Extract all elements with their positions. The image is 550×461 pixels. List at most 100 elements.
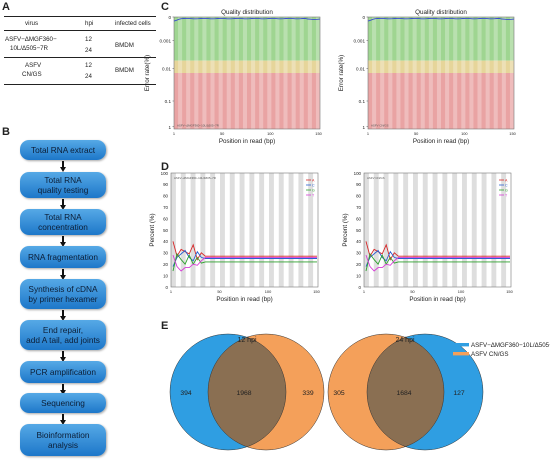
base-plot-1-ytick-4: 40 xyxy=(163,239,168,244)
quality-plot-2-stripe xyxy=(477,17,482,129)
quality-plot-1-stripe xyxy=(267,17,272,129)
base-plot-2-ytick-7: 70 xyxy=(356,205,361,210)
table-header-rule xyxy=(4,30,156,31)
base-plot-2-stripe xyxy=(491,173,497,287)
table-bottom-rule xyxy=(4,84,156,85)
base-plot-1-ytick-10: 100 xyxy=(161,171,169,176)
quality-plot-2-xtick-0: 1 xyxy=(367,131,369,136)
venn-24hpi-both: 1684 xyxy=(396,390,411,397)
venn-legend-swatch-1 xyxy=(453,352,469,356)
base-plot-2-ytick-10: 100 xyxy=(354,171,362,176)
base-plot-2-series-T xyxy=(365,254,510,272)
quality-plot-2-stripe xyxy=(372,17,377,129)
quality-plot-1-stripe xyxy=(283,17,288,129)
base-plot-1-stripe xyxy=(259,173,265,287)
base-plot-2-ytick-1: 10 xyxy=(356,273,361,278)
base-plot-2-ylabel: Percent (%) xyxy=(342,213,349,246)
flow-step-1: Total RNA extract xyxy=(20,140,106,160)
quality-plot-2-stripe xyxy=(428,17,433,129)
base-plot-1-stripe xyxy=(220,173,225,287)
flow-arrow-7 xyxy=(60,384,66,395)
base-plot-1-corner-label: ASFV−ΔMGF360−10L/Δ505−7R xyxy=(174,176,216,180)
table-row1-hpi-2: 24 xyxy=(85,47,92,54)
quality-plot-1-stripe xyxy=(251,17,256,129)
flow-step-5: Synthesis of cDNA by primer hexamer xyxy=(20,279,106,309)
base-plot-2-legend-label-G: G xyxy=(505,189,508,193)
quality-plot-1-ytick-1: 0.001 xyxy=(160,39,172,44)
venn-12hpi-outline-b xyxy=(207,333,325,451)
base-plot-2-xtick-1: 50 xyxy=(410,289,415,294)
table-row2-virus-line2: CN/GS xyxy=(22,71,42,78)
base-plot-1-ytick-7: 70 xyxy=(163,205,168,210)
base-plot-1-stripe xyxy=(278,173,284,287)
quality-plot-2-stripe xyxy=(509,17,514,129)
quality-plot-2-ytick-2: 0.01 xyxy=(356,67,365,72)
table-row1-cells: BMDM xyxy=(115,42,134,49)
quality-plot-1-band-2 xyxy=(174,73,320,129)
flow-arrow-5 xyxy=(60,310,66,321)
base-plot-2-ytick-0: 0 xyxy=(359,285,362,290)
venn-12hpi-only-a: 394 xyxy=(180,390,192,397)
venn-12hpi-both: 1968 xyxy=(236,390,251,397)
quality-plot-1-stripe xyxy=(202,17,207,129)
quality-plot-2-stripe xyxy=(445,17,450,129)
base-plot-2-ytick-3: 30 xyxy=(356,251,361,256)
base-plot-1-legend-label-T: T xyxy=(312,194,315,198)
base-plot-1-stripe xyxy=(269,173,274,287)
base-plot-2-corner-label: ASFV CN/GS xyxy=(367,176,385,180)
base-plot-2-stripe xyxy=(452,173,458,287)
panel-label-e: E xyxy=(161,320,169,332)
quality-plot-1-stripe xyxy=(299,17,304,129)
base-plot-2-stripe xyxy=(471,173,477,287)
base-plot-2-stripe xyxy=(501,173,507,287)
quality-plot-1-stripe xyxy=(234,17,239,129)
base-plot-2-legend-label-A: A xyxy=(505,179,508,183)
flow-arrow-6 xyxy=(60,351,66,362)
flow-step-3: Total RNA concentration xyxy=(20,209,106,235)
quality-plot-2-stripe xyxy=(485,17,490,129)
base-plot-2-ytick-9: 90 xyxy=(356,182,361,187)
flow-arrow-4 xyxy=(60,269,66,280)
quality-plot-1-xtick-2: 100 xyxy=(267,131,274,136)
base-plot-1-xtick-0: 1 xyxy=(170,289,172,294)
quality-plot-2-stripe xyxy=(388,17,393,129)
base-plot-1-stripe xyxy=(200,173,206,287)
venn-24hpi-title: 24 hpi xyxy=(395,337,415,344)
base-plot-2-series-G xyxy=(365,252,510,272)
quality-plot-1-stripe xyxy=(226,17,231,129)
base-plot-1-stripe xyxy=(249,173,255,287)
quality-plot-2-xtick-3: 150 xyxy=(509,131,516,136)
base-plot-1-legend-label-A: A xyxy=(312,179,315,183)
quality-plot-1-stripe xyxy=(275,17,280,129)
quality-plot-2-stripe xyxy=(404,17,409,129)
base-plot-2-stripe xyxy=(393,173,399,287)
base-plot-1-series-C xyxy=(172,249,317,267)
base-plot-2-xlabel: Position in read (bp) xyxy=(409,296,465,303)
flow-arrow-8 xyxy=(60,414,66,425)
quality-plot-1-xtick-0: 1 xyxy=(173,131,175,136)
base-plot-2-xtick-0: 1 xyxy=(363,289,365,294)
base-plot-2-ytick-8: 80 xyxy=(356,194,361,199)
venn-12hpi-overlap xyxy=(208,334,286,450)
quality-plot-1-stripe xyxy=(178,17,183,129)
base-plot-2-ytick-2: 20 xyxy=(356,262,361,267)
base-plot-2-stripe xyxy=(364,173,369,287)
venn-24hpi-overlap xyxy=(367,334,444,450)
quality-plot-1-title: Quality distribution xyxy=(221,9,273,16)
base-plot-2-ytick-6: 60 xyxy=(356,216,361,221)
base-plot-2-stripe xyxy=(422,173,428,287)
base-plot-1-ytick-2: 20 xyxy=(163,262,168,267)
quality-plot-1-stripe xyxy=(242,17,247,129)
base-plot-1-ytick-3: 30 xyxy=(163,251,168,256)
quality-plot-1-ytick-0: 0 xyxy=(168,15,171,20)
table-top-rule xyxy=(4,16,156,17)
base-plot-1-stripe xyxy=(210,173,216,287)
quality-plot-2-frame xyxy=(367,16,515,130)
base-plot-1-frame xyxy=(170,172,319,288)
quality-plot-2-band-2 xyxy=(368,73,514,129)
base-plot-1-ytick-0: 0 xyxy=(166,285,169,290)
table-row-rule xyxy=(4,57,156,58)
quality-plot-2-stripe xyxy=(501,17,506,129)
base-plot-2-xtick-3: 150 xyxy=(506,289,513,294)
flow-step-4: RNA fragmentation xyxy=(20,246,106,268)
